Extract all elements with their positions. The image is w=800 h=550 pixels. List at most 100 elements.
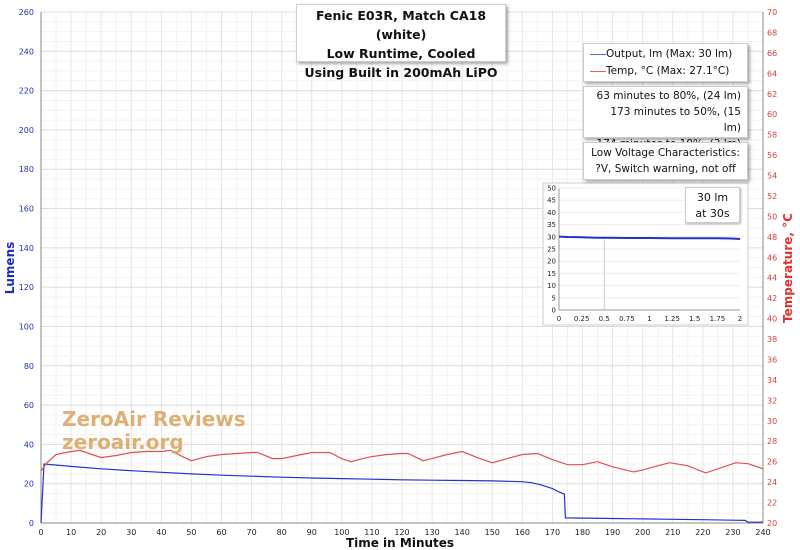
y-tick-label: 80 — [24, 362, 34, 371]
y2-tick-label: 26 — [767, 458, 777, 467]
y2-tick-label: 46 — [767, 253, 777, 262]
chart-title-box: Fenic E03R, Match CA18 (white) Low Runti… — [296, 4, 506, 80]
inset-y-tick-label: 50 — [547, 185, 556, 193]
x-tick-label: 130 — [424, 528, 439, 537]
legend-label: Temp, °C (Max: 27.1°C) — [606, 65, 730, 77]
inset-x-tick-label: 1.25 — [664, 315, 680, 323]
legend-label: Output, lm (Max: 30 lm) — [606, 48, 733, 60]
stats-line: 173 minutes to 50%, (15 lm) — [610, 106, 741, 134]
inset-y-tick-label: 5 — [552, 294, 556, 302]
y2-tick-label: 50 — [767, 212, 777, 221]
inset-x-tick-label: 1.5 — [689, 315, 700, 323]
inset-y-tick-label: 35 — [547, 221, 556, 229]
inset-y-tick-label: 25 — [547, 246, 556, 254]
x-tick-label: 100 — [334, 528, 349, 537]
inset-x-tick-label: 0.5 — [599, 315, 610, 323]
y2-tick-label: 20 — [767, 519, 777, 528]
y-tick-label: 40 — [24, 440, 34, 449]
inset-y-tick-label: 0 — [552, 307, 556, 315]
inset-y-tick-label: 45 — [547, 197, 556, 205]
x-tick-label: 230 — [725, 528, 740, 537]
runtime-stats-box: 63 minutes to 80%, (24 lm) 173 minutes t… — [583, 86, 748, 150]
watermark-title: ZeroAir Reviews — [62, 407, 246, 431]
chart-title-line: Low Runtime, Cooled — [326, 46, 476, 61]
y-tick-label: 200 — [19, 126, 34, 135]
inset-x-tick-label: 1 — [647, 315, 651, 323]
x-tick-label: 0 — [38, 528, 43, 537]
x-tick-label: 120 — [394, 528, 409, 537]
y2-tick-label: 24 — [767, 478, 777, 487]
y2-tick-label: 68 — [767, 28, 777, 37]
y2-tick-label: 58 — [767, 131, 777, 140]
inset-x-tick-label: 0.75 — [619, 315, 635, 323]
y2-tick-label: 52 — [767, 192, 777, 201]
y-tick-label: 60 — [24, 401, 34, 410]
inset-y-tick-label: 10 — [547, 282, 556, 290]
x-tick-label: 240 — [755, 528, 770, 537]
y2-tick-label: 60 — [767, 110, 777, 119]
legend: Output, lm (Max: 30 lm) Temp, °C (Max: 2… — [583, 43, 748, 82]
y2-tick-label: 32 — [767, 396, 777, 405]
stats-line: 63 minutes to 80%, (24 lm) — [596, 90, 741, 102]
inset-series-line-output — [558, 235, 741, 240]
y-axis-title: Lumens — [3, 242, 17, 295]
y2-tick-label: 48 — [767, 233, 777, 242]
series-line-output — [40, 463, 763, 524]
inset-y-tick-label: 30 — [547, 233, 556, 241]
y-tick-label: 140 — [19, 244, 34, 253]
x-tick-label: 200 — [635, 528, 650, 537]
x-tick-label: 60 — [216, 528, 226, 537]
x-tick-label: 210 — [665, 528, 680, 537]
y-tick-label: 120 — [19, 283, 34, 292]
y2-tick-label: 36 — [767, 355, 777, 364]
y2-tick-label: 42 — [767, 294, 777, 303]
x-tick-label: 140 — [455, 528, 470, 537]
x-tick-label: 70 — [246, 528, 256, 537]
y2-tick-label: 64 — [767, 69, 777, 78]
inset-y-tick-label: 20 — [547, 258, 556, 266]
x-tick-label: 220 — [695, 528, 710, 537]
inset-annotation-line: 30 lm — [696, 191, 729, 204]
y2-tick-label: 54 — [767, 172, 777, 181]
y-tick-label: 20 — [24, 480, 34, 489]
x-tick-label: 90 — [307, 528, 317, 537]
x-tick-label: 150 — [485, 528, 500, 537]
x-tick-label: 10 — [66, 528, 76, 537]
x-tick-label: 50 — [186, 528, 196, 537]
legend-entry-output: Output, lm (Max: 30 lm) — [590, 46, 741, 63]
y-tick-label: 160 — [19, 205, 34, 214]
x-tick-label: 30 — [126, 528, 136, 537]
y2-tick-label: 70 — [767, 8, 777, 17]
y2-tick-label: 66 — [767, 49, 777, 58]
x-tick-label: 80 — [277, 528, 287, 537]
x-tick-label: 160 — [515, 528, 530, 537]
inset-y-tick-label: 40 — [547, 209, 556, 217]
low-voltage-line: ?V, Switch warning, not off — [595, 163, 736, 175]
inset-annotation: 30 lm at 30s — [685, 187, 740, 223]
low-voltage-line: Low Voltage Characteristics: — [591, 147, 740, 159]
y-tick-label: 240 — [19, 47, 34, 56]
inset-y-tick-label: 15 — [547, 270, 556, 278]
y2-axis-title: Temperature, °C — [781, 213, 795, 323]
y2-tick-label: 62 — [767, 90, 777, 99]
y-tick-label: 100 — [19, 322, 34, 331]
x-axis-title: Time in Minutes — [346, 536, 454, 550]
low-voltage-box: Low Voltage Characteristics: ?V, Switch … — [583, 142, 748, 180]
y2-tick-label: 22 — [767, 499, 777, 508]
legend-entry-temp: Temp, °C (Max: 27.1°C) — [590, 63, 741, 80]
chart-title-line: Using Built in 200mAh LiPO — [304, 65, 498, 80]
inset-x-tick-label: 0 — [557, 315, 561, 323]
x-tick-label: 40 — [156, 528, 166, 537]
x-tick-label: 170 — [545, 528, 560, 537]
x-tick-label: 180 — [575, 528, 590, 537]
y2-tick-label: 28 — [767, 437, 777, 446]
chart-title-line: Fenic E03R, Match CA18 (white) — [315, 8, 487, 42]
legend-swatch-temp — [590, 70, 606, 72]
series-line-temperature — [40, 449, 764, 474]
y-tick-label: 0 — [29, 519, 34, 528]
y2-tick-label: 56 — [767, 151, 777, 160]
x-tick-label: 20 — [96, 528, 106, 537]
watermark-url: zeroair.org — [62, 430, 184, 454]
y2-tick-label: 44 — [767, 274, 777, 283]
